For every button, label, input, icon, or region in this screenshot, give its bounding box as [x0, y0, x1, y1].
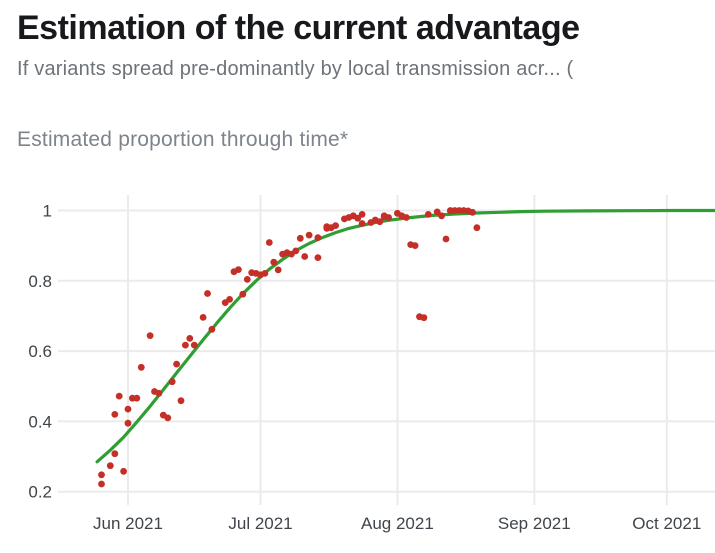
y-tick-label: 0.2	[28, 483, 52, 502]
data-point[interactable]	[358, 220, 366, 227]
data-point[interactable]	[177, 397, 185, 405]
data-point[interactable]	[120, 467, 127, 475]
data-point[interactable]	[438, 212, 445, 220]
data-point[interactable]	[261, 270, 269, 277]
data-point[interactable]	[98, 480, 105, 488]
gridlines	[58, 195, 715, 505]
data-point[interactable]	[442, 235, 450, 243]
x-tick-label: Aug 2021	[361, 514, 434, 533]
data-point[interactable]	[385, 214, 392, 221]
data-point[interactable]	[199, 314, 207, 321]
data-point[interactable]	[301, 253, 309, 260]
data-point[interactable]	[305, 231, 313, 239]
data-point[interactable]	[332, 222, 339, 229]
data-point[interactable]	[137, 363, 145, 371]
data-point[interactable]	[235, 266, 242, 273]
data-point[interactable]	[358, 211, 366, 218]
data-point[interactable]	[226, 296, 234, 303]
y-tick-label: 0.4	[28, 412, 52, 431]
data-point[interactable]	[239, 290, 247, 298]
chart-heading: Estimated proportion through time*	[17, 128, 349, 151]
data-point[interactable]	[314, 234, 322, 241]
page-subtitle: If variants spread pre-dominantly by loc…	[17, 58, 574, 80]
data-point[interactable]	[354, 214, 362, 222]
data-point[interactable]	[411, 242, 419, 249]
data-point[interactable]	[190, 341, 198, 349]
page-title: Estimation of the current advantage	[17, 9, 580, 47]
x-tick-label: Oct 2021	[632, 514, 701, 533]
data-point[interactable]	[270, 258, 278, 266]
data-point[interactable]	[155, 389, 163, 397]
proportion-chart-svg[interactable]: 0.2 0.4 0.6 0.8 1 Jun 2021 Jul 2021 Aug 2021 Sep…	[0, 178, 715, 548]
data-point[interactable]	[469, 208, 476, 216]
data-point[interactable]	[111, 450, 119, 458]
data-point[interactable]	[164, 414, 172, 422]
y-tick-label: 0.6	[28, 342, 52, 361]
data-point[interactable]	[124, 419, 132, 427]
proportion-chart[interactable]: 0.2 0.4 0.6 0.8 1 Jun 2021 Jul 2021 Aug 2021 Sep…	[0, 178, 715, 548]
data-point[interactable]	[173, 360, 181, 368]
data-point[interactable]	[433, 208, 441, 216]
data-point[interactable]	[182, 341, 189, 349]
data-point[interactable]	[292, 247, 300, 255]
data-point[interactable]	[208, 325, 216, 333]
data-point[interactable]	[133, 394, 141, 402]
scatter-points	[98, 207, 481, 488]
data-point[interactable]	[146, 332, 154, 339]
data-point[interactable]	[314, 254, 322, 261]
x-tick-label: Jul 2021	[228, 514, 292, 533]
data-point[interactable]	[402, 214, 410, 221]
data-point[interactable]	[265, 239, 273, 246]
y-tick-label: 0.8	[28, 272, 52, 291]
x-tick-label: Jun 2021	[93, 514, 163, 533]
data-point[interactable]	[424, 211, 432, 218]
data-point[interactable]	[376, 218, 384, 226]
data-point[interactable]	[106, 462, 114, 470]
data-point[interactable]	[296, 234, 304, 242]
data-point[interactable]	[168, 378, 176, 386]
data-point[interactable]	[420, 314, 428, 322]
data-point[interactable]	[98, 471, 105, 479]
y-tick-label: 1	[43, 202, 52, 221]
data-point[interactable]	[473, 224, 481, 232]
data-point[interactable]	[115, 392, 123, 400]
x-tick-label: Sep 2021	[498, 514, 571, 533]
data-point[interactable]	[204, 290, 211, 297]
data-point[interactable]	[274, 266, 282, 274]
data-point[interactable]	[186, 335, 194, 342]
data-point[interactable]	[243, 276, 251, 283]
data-point[interactable]	[111, 411, 119, 418]
data-point[interactable]	[124, 405, 132, 413]
tick-labels: 0.2 0.4 0.6 0.8 1 Jun 2021 Jul 2021 Aug 2021 Sep…	[28, 202, 701, 534]
